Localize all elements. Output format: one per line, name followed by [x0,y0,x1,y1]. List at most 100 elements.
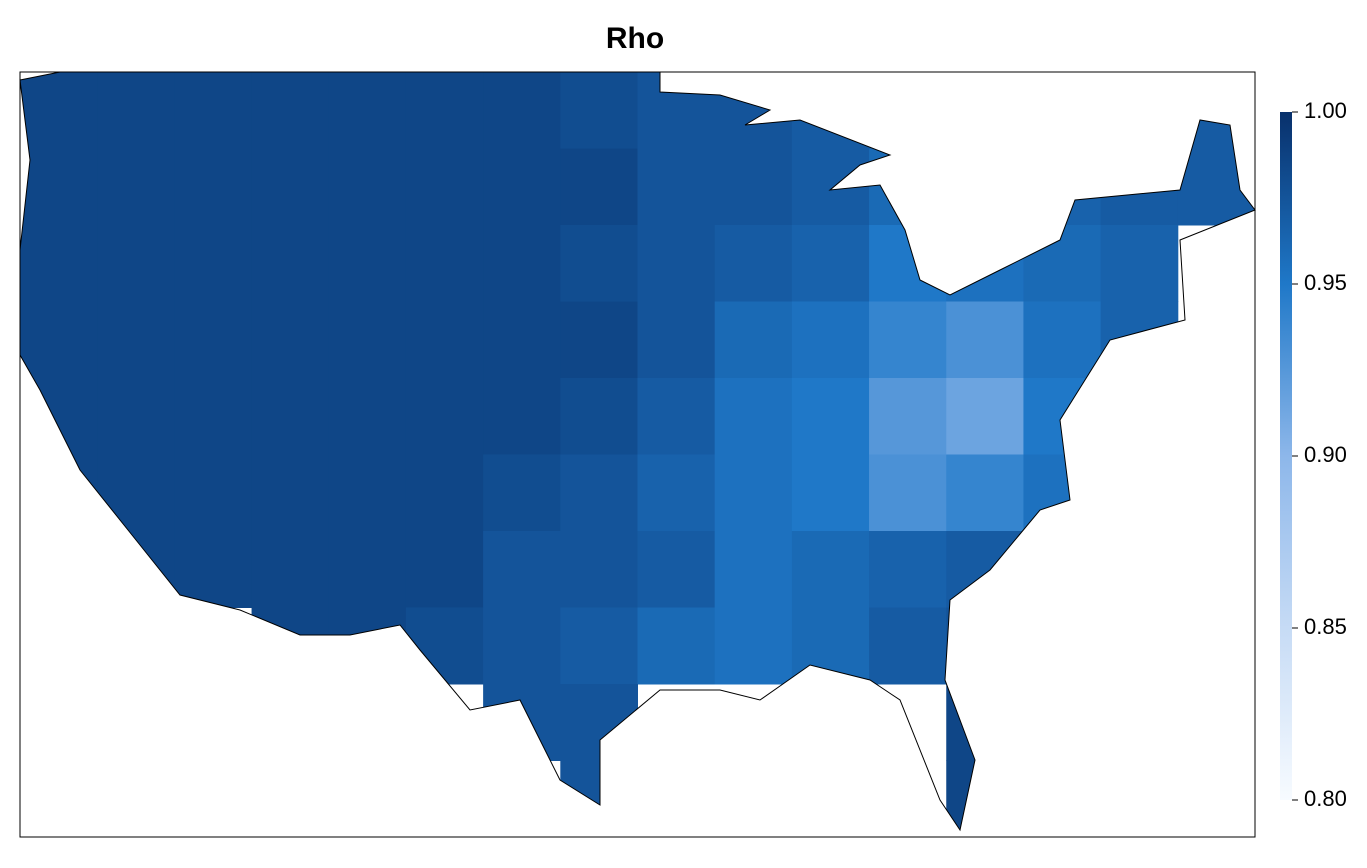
map-cell [1100,148,1179,226]
map-cell [560,454,638,532]
map-cell [97,454,175,532]
map-cell [714,225,793,302]
map-cell [20,454,98,532]
map-cell [483,454,561,532]
map-cell [560,378,638,455]
map-cell [946,454,1024,532]
map-cell [328,378,407,455]
map-cell [714,531,793,608]
map-cell [869,531,947,608]
map-cell [251,301,330,379]
plot-frame [19,71,1256,838]
map-cell [560,148,638,226]
map-cell [20,148,98,226]
map-cell [560,531,638,608]
map-cell [251,225,330,302]
map-cell [791,378,870,455]
map-cell [560,684,638,761]
map-cell [405,148,484,226]
map-cell [251,531,330,608]
map-cell [97,301,175,379]
map-cell [791,72,870,149]
map-cell [20,301,98,379]
map-cell [251,607,330,685]
colorbar-tick-label: 0.80 [1304,786,1347,811]
map-cell [174,148,253,226]
map-cells [20,72,1255,830]
map-cell [791,301,870,379]
colorbar-tick-label: 0.95 [1304,270,1347,295]
map-cell [560,72,638,149]
map-cell [97,378,175,455]
map-cell [328,531,407,608]
map-cell [483,225,561,302]
map-cell [869,607,947,685]
map-cell [328,454,407,532]
map-cell [405,531,484,608]
map-title: Rho [606,22,664,55]
colorbar-tick-label: 0.85 [1304,614,1347,639]
map-cell [251,454,330,532]
map-cell [946,684,1024,761]
map-cell [637,148,716,226]
map-cell [20,225,98,302]
map-cell [1023,454,1102,532]
map-cell [637,72,716,149]
map-cell [405,72,484,149]
map-cell [251,148,330,226]
map-cell [328,72,407,149]
map-cell [97,72,175,149]
map-cell [946,607,1024,685]
map-cell [1023,301,1102,379]
map-cell [405,378,484,455]
map-cell [714,72,793,149]
map-cell [869,225,947,302]
map-cell [869,301,947,379]
map-cell [405,454,484,532]
map-cell [714,301,793,379]
map-cell [946,301,1024,379]
map-cell [328,225,407,302]
map-cell [483,378,561,455]
map-cell [328,607,407,685]
map-cell [174,72,253,149]
colorbar-ticks: 0.80 0.85 0.90 0.95 1.00 [1292,98,1347,811]
map-cell [483,72,561,149]
colorbar-tick-label: 0.90 [1304,442,1347,467]
map-cell [20,72,98,149]
colorbar [1280,112,1292,800]
map-cell [1100,301,1179,379]
map-cell [174,225,253,302]
map-cell [405,225,484,302]
map-cell [1100,225,1179,302]
us-outline [19,71,1256,832]
map-cell [714,378,793,455]
map-cell [714,454,793,532]
map-cell [328,301,407,379]
map-cell [328,148,407,226]
map-cell [791,454,870,532]
map-cell [251,72,330,149]
map-cell [869,72,947,149]
map-cell [560,607,638,685]
map-cell [637,607,716,685]
map-cell [637,225,716,302]
map-cell [174,454,253,532]
map-cell [637,454,716,532]
map-cell [1100,72,1179,149]
map-cell [483,607,561,685]
map-cell [946,378,1024,455]
map-cell [174,531,253,608]
map-cell [637,301,716,379]
map-cell [791,607,870,685]
map-cell [560,760,638,830]
map-cell [405,301,484,379]
map-cell [560,225,638,302]
map-cell [97,225,175,302]
map-cell [637,531,716,608]
map-cell [714,148,793,226]
map-cell [1023,225,1102,302]
map-cell [97,531,175,608]
map-cell [791,225,870,302]
